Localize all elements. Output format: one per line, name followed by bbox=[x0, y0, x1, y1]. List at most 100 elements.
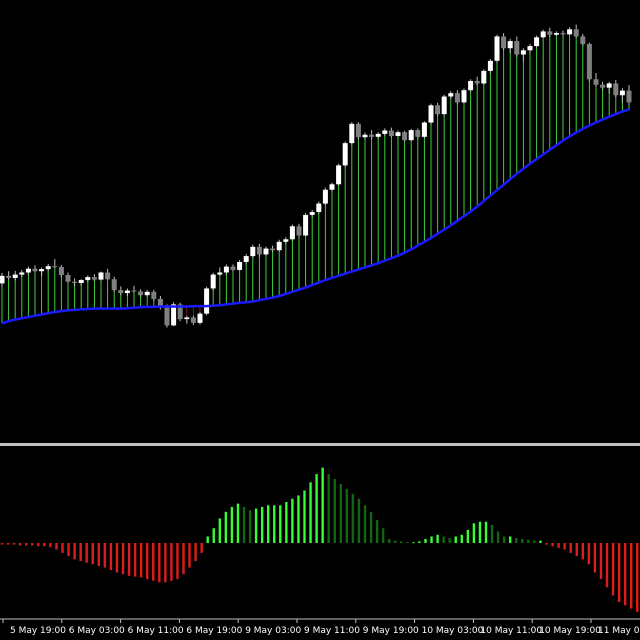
time-tick-label: 9 May 11:00 bbox=[304, 626, 360, 636]
candle-body bbox=[58, 267, 64, 275]
oscillator-bar bbox=[164, 543, 167, 583]
time-axis: 5 May 19:00 6 May 03:00 6 May 11:00 6 May 1… bbox=[0, 618, 640, 636]
oscillator-bar bbox=[273, 505, 276, 543]
oscillator-bar bbox=[509, 536, 512, 543]
time-tick-label: 10 May 19:00 bbox=[539, 626, 601, 636]
time-tick-label: 6 May 03:00 bbox=[69, 626, 125, 636]
oscillator-bar bbox=[406, 542, 409, 544]
candle-body bbox=[270, 248, 276, 251]
time-tick-label: 5 May 19:00 bbox=[10, 626, 66, 636]
candle-body bbox=[256, 246, 262, 255]
oscillator-bar bbox=[418, 541, 421, 543]
oscillator-bar bbox=[339, 483, 342, 543]
candle-body bbox=[626, 90, 632, 103]
oscillator-bar bbox=[139, 543, 143, 578]
oscillator-bar bbox=[206, 536, 209, 543]
oscillator-bar bbox=[218, 518, 221, 543]
candle-body bbox=[65, 275, 71, 282]
candle-body bbox=[98, 272, 104, 280]
oscillator-bar bbox=[630, 543, 633, 609]
candle-body bbox=[0, 275, 5, 284]
oscillator-bar bbox=[297, 495, 300, 543]
candle-body bbox=[72, 281, 78, 283]
oscillator-bar bbox=[248, 510, 252, 543]
oscillator-bar bbox=[327, 474, 330, 543]
oscillator-bar bbox=[605, 543, 609, 588]
oscillator-bar bbox=[309, 482, 312, 543]
oscillator-bar bbox=[67, 543, 70, 557]
oscillator-bar bbox=[61, 543, 64, 553]
candle-body bbox=[45, 266, 51, 270]
oscillator-bar bbox=[436, 534, 439, 543]
oscillator-bar bbox=[412, 542, 415, 544]
time-tick-label: 9 May 03:00 bbox=[245, 626, 301, 636]
candle-body bbox=[204, 288, 210, 314]
oscillator-bar bbox=[539, 540, 542, 543]
oscillator-bar bbox=[484, 521, 488, 543]
candle-body bbox=[118, 290, 124, 294]
candle-body bbox=[461, 90, 467, 103]
candle-body bbox=[382, 130, 388, 134]
candle-body bbox=[540, 31, 546, 38]
oscillator-bar bbox=[557, 543, 560, 548]
oscillator-bar bbox=[315, 474, 318, 543]
oscillator-bar bbox=[490, 524, 494, 543]
panel-separator[interactable] bbox=[0, 443, 640, 447]
candle-body bbox=[355, 123, 361, 138]
oscillator-bar bbox=[442, 536, 445, 543]
candle-body bbox=[144, 291, 150, 296]
oscillator-bar bbox=[12, 543, 16, 545]
oscillator-bar bbox=[236, 503, 240, 543]
oscillator-bar bbox=[279, 505, 282, 543]
oscillator-bar bbox=[381, 528, 385, 543]
oscillator-bar bbox=[581, 543, 584, 560]
candle-body bbox=[303, 214, 309, 236]
candle-body bbox=[230, 266, 236, 270]
candle-body bbox=[494, 36, 500, 61]
oscillator-bar bbox=[18, 543, 22, 546]
candle-body bbox=[223, 266, 229, 273]
oscillator-bar bbox=[285, 502, 288, 543]
oscillator-bar bbox=[521, 538, 524, 543]
oscillator-bar bbox=[43, 543, 46, 547]
candle-body bbox=[606, 83, 612, 88]
oscillator-bar bbox=[394, 540, 397, 543]
candle-body bbox=[388, 130, 394, 136]
candle-body bbox=[362, 134, 368, 138]
candle-body bbox=[19, 272, 25, 275]
candle-body bbox=[474, 80, 480, 84]
oscillator-bar bbox=[91, 543, 94, 565]
oscillator-bar bbox=[369, 511, 373, 543]
candle-body bbox=[600, 84, 606, 88]
candle-body bbox=[250, 246, 256, 257]
candle-body bbox=[210, 274, 216, 289]
oscillator-bar bbox=[260, 506, 264, 543]
candle-body bbox=[580, 36, 586, 44]
oscillator-bar bbox=[109, 543, 113, 571]
candle-body bbox=[402, 132, 408, 141]
oscillator-bar bbox=[551, 543, 554, 547]
candle-body bbox=[12, 274, 18, 278]
candle-body bbox=[553, 33, 559, 35]
panel-separator-bar[interactable] bbox=[0, 443, 640, 446]
candle-body bbox=[454, 93, 460, 103]
oscillator-bar bbox=[351, 493, 355, 543]
oscillator-bar bbox=[563, 543, 566, 550]
oscillator-bar bbox=[357, 498, 361, 543]
oscillator-bars-layer bbox=[0, 467, 639, 612]
candle-body bbox=[138, 291, 144, 296]
candle-body bbox=[415, 130, 421, 137]
ma-fill-layer bbox=[1, 34, 630, 324]
candle-body bbox=[567, 29, 573, 35]
candle-body bbox=[289, 226, 295, 240]
moving-average-line bbox=[1, 108, 630, 325]
time-tick-label: 11 May 03:00 bbox=[598, 626, 640, 636]
candle-body bbox=[243, 256, 249, 262]
candle-body bbox=[322, 189, 328, 204]
oscillator-bar bbox=[636, 543, 639, 612]
oscillator-bar bbox=[6, 543, 10, 545]
oscillator-bar bbox=[31, 543, 34, 546]
candle-body bbox=[349, 123, 355, 144]
candle-body bbox=[197, 313, 203, 323]
candle-body bbox=[296, 226, 302, 236]
